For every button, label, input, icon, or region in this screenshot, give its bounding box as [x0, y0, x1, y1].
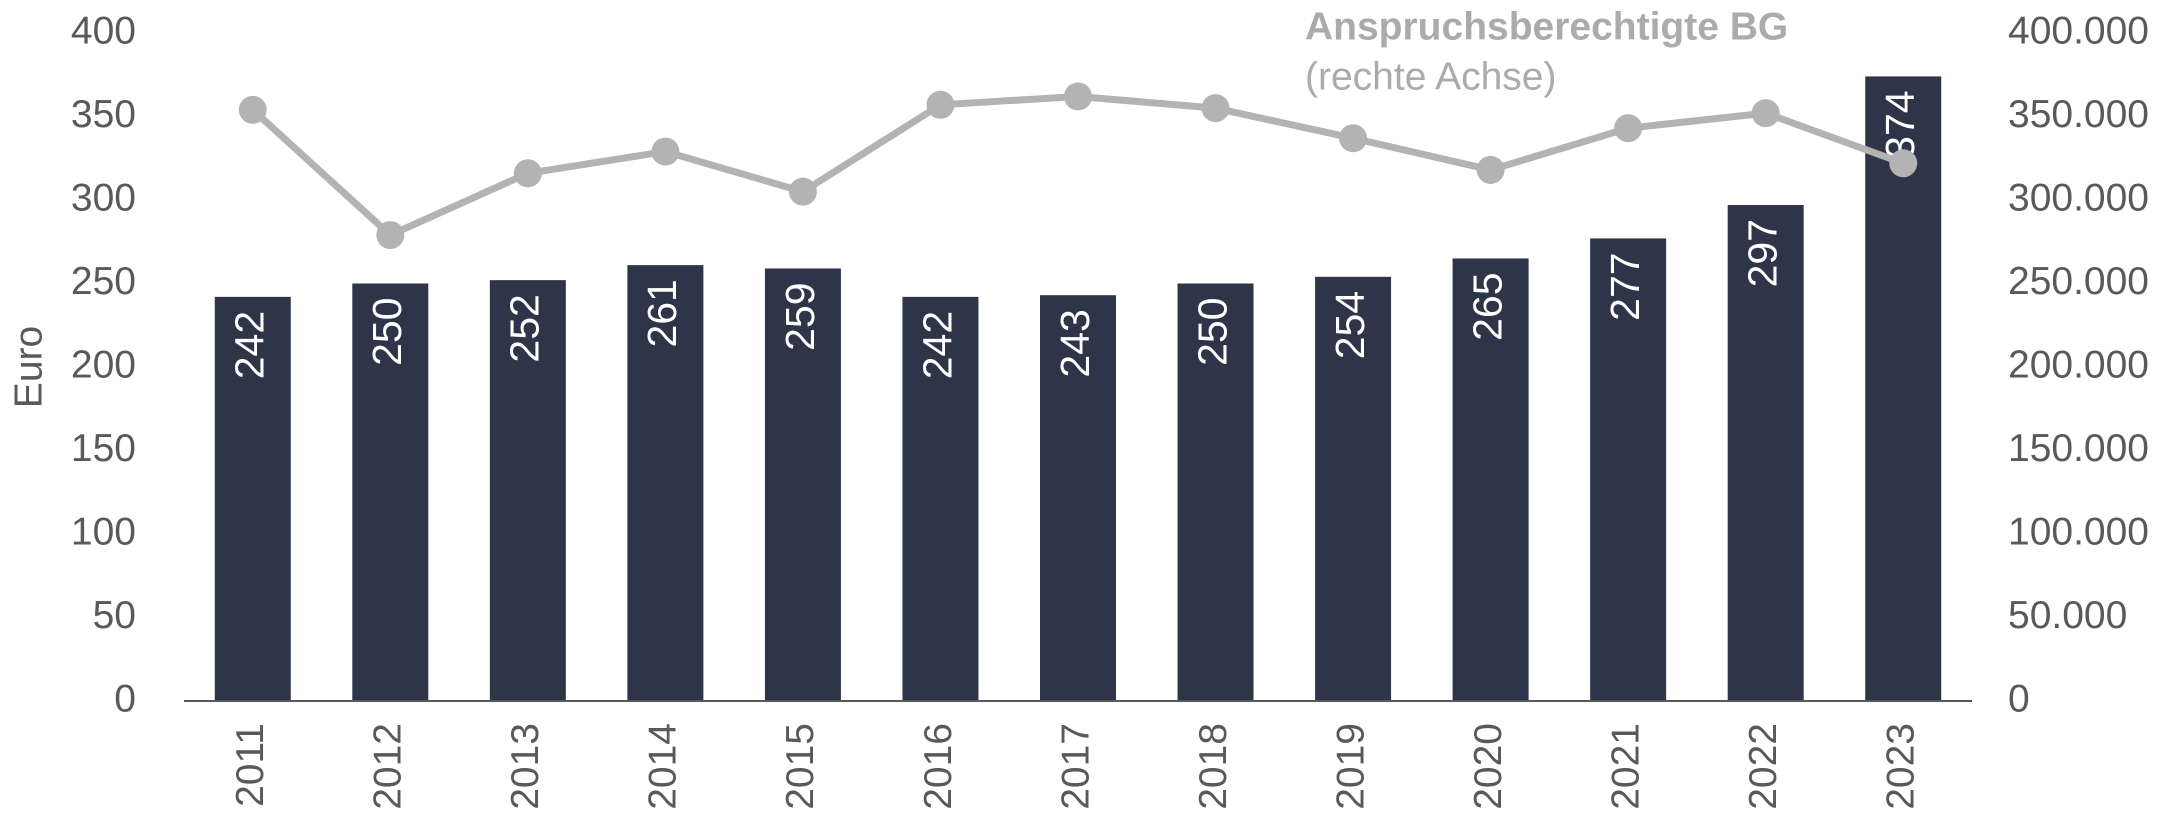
y-tick-label: 400: [71, 9, 136, 52]
y-tick-label: 250: [71, 260, 136, 303]
line: [250, 92, 1905, 239]
line-marker: [1476, 155, 1505, 184]
line-marker: [1889, 149, 1918, 178]
bar: [214, 296, 291, 701]
y2-tick-label: 300.000: [2008, 176, 2149, 219]
bar: [1315, 276, 1392, 701]
line-marker: [238, 95, 267, 124]
bar-value-label: 374: [1877, 90, 1923, 158]
bar: [489, 280, 566, 701]
x-tick-label: 2014: [642, 723, 685, 810]
bar-value-label: 243: [1052, 309, 1098, 377]
line-marker: [513, 159, 542, 188]
y2-tick-label: 50.000: [2008, 594, 2127, 637]
x-tick-label: 2011: [229, 723, 272, 807]
y-tick-label: 0: [114, 677, 136, 720]
bar-value-label: 242: [227, 311, 273, 379]
bar-value-label: 252: [502, 294, 548, 362]
bar-value-label: 254: [1327, 291, 1373, 359]
x-tick-label: 2012: [367, 723, 410, 810]
y-tick-label: 350: [71, 93, 136, 136]
x-tick-label: 2016: [917, 723, 960, 810]
y2-tick-label: 250.000: [2008, 260, 2149, 303]
x-tick-label: 2019: [1329, 723, 1372, 810]
y2-tick-label: 100.000: [2008, 510, 2149, 553]
bar: [1590, 238, 1667, 701]
x-tick-label: 2018: [1192, 723, 1235, 810]
y2-tick-label: 350.000: [2008, 93, 2149, 136]
bar-value-label: 277: [1602, 252, 1648, 320]
line-marker: [1614, 114, 1643, 143]
x-tick-label: 2020: [1467, 723, 1510, 810]
bar: [1865, 76, 1942, 702]
bar-value-label: 250: [364, 298, 410, 366]
x-tick-label: 2023: [1880, 723, 1923, 810]
line-marker: [376, 221, 405, 250]
x-tick-label: 2021: [1604, 723, 1647, 810]
line-marker: [926, 90, 955, 119]
bar: [902, 296, 979, 701]
line-marker: [788, 177, 817, 206]
bar-value-label: 261: [639, 279, 685, 347]
y-tick-label: 300: [71, 176, 136, 219]
bar: [764, 268, 841, 701]
x-tick-label: 2013: [504, 723, 547, 810]
bar-value-label: 297: [1740, 219, 1786, 287]
y2-tick-label: 200.000: [2008, 343, 2149, 386]
y-tick-label: 200: [71, 343, 136, 386]
y-axis-label: Euro: [7, 326, 50, 408]
bar: [627, 265, 704, 701]
bar: [1040, 295, 1116, 701]
bar-value-label: 265: [1464, 272, 1510, 340]
bar-value-label: 242: [914, 311, 960, 379]
bar: [352, 283, 429, 701]
x-tick-label: 2015: [779, 723, 822, 810]
y2-tick-label: 150.000: [2008, 427, 2149, 470]
bar: [1727, 205, 1804, 701]
bar-value-label: 259: [777, 282, 823, 350]
y-tick-label: 150: [71, 427, 136, 470]
line-marker: [1751, 99, 1780, 128]
y2-tick-label: 400.000: [2008, 9, 2149, 52]
y-tick-label: 100: [71, 510, 136, 553]
line-marker: [1339, 124, 1368, 153]
bar: [1452, 258, 1529, 701]
y2-tick-label: 0: [2008, 677, 2030, 720]
x-tick-label: 2017: [1054, 723, 1097, 810]
line-marker: [651, 137, 680, 166]
line-marker: [1064, 82, 1092, 111]
x-tick-label: 2022: [1742, 723, 1785, 810]
line-marker: [1201, 94, 1230, 123]
series-label: Anspruchsberechtigte BG: [1305, 5, 1788, 48]
annotation: (rechte Achse): [1305, 55, 1556, 98]
y-tick-label: 50: [93, 594, 136, 637]
bar-value-label: 250: [1189, 298, 1235, 366]
bar: [1177, 283, 1254, 701]
